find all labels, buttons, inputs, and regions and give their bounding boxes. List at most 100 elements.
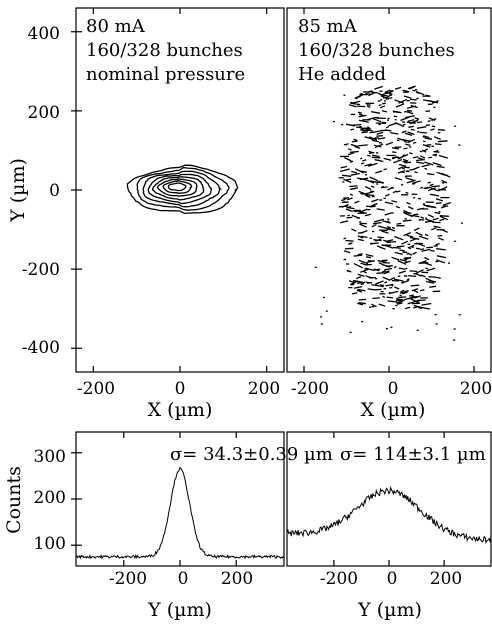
contour-segment — [357, 253, 363, 256]
contour-segment — [410, 128, 415, 131]
contour-segment — [389, 90, 394, 93]
contour-segment — [429, 193, 440, 197]
contour-segment — [391, 147, 400, 150]
contour-segment — [354, 97, 358, 100]
contour-segment — [353, 138, 358, 142]
contour-segment — [392, 151, 397, 154]
contour-segment — [364, 213, 372, 217]
contour-segment — [440, 205, 447, 209]
contour-segment — [366, 260, 375, 264]
contour-segment — [408, 274, 417, 278]
x-tick-label: 200 — [430, 569, 462, 589]
contour-segment — [402, 158, 409, 162]
contour-segment — [403, 110, 407, 113]
contour-segment — [438, 237, 445, 241]
contour-segment — [398, 267, 406, 270]
contour-segment — [348, 280, 355, 284]
contour-segment — [383, 168, 388, 171]
contour-segment — [434, 154, 437, 157]
contour-segment — [360, 170, 368, 173]
panel-bottom-left: σ= 34.3±0.39 µm 300 200 100 -200 0 200 Y… — [3, 431, 333, 621]
contour-segment — [407, 300, 418, 305]
contour-segment — [428, 156, 433, 159]
contour-segment — [348, 104, 357, 108]
contour-segment — [430, 249, 435, 252]
contour-segment — [411, 288, 419, 292]
contour-segment — [380, 105, 386, 109]
contour-segment — [417, 157, 424, 161]
contour-segment — [412, 180, 421, 184]
contour-segment — [421, 163, 430, 168]
contour-segment — [415, 91, 420, 94]
contour-segment — [359, 208, 368, 213]
contour-segment — [427, 214, 435, 218]
contour-segment — [388, 122, 398, 127]
contour-segment — [370, 185, 375, 188]
contour-segment — [410, 98, 417, 101]
contour-segment — [358, 298, 367, 301]
contour-segment — [355, 94, 364, 99]
contour-segment — [425, 277, 435, 283]
contour-segment — [410, 296, 416, 300]
contour-segment — [416, 121, 423, 124]
contour-segment — [387, 300, 397, 303]
contour-segment — [385, 125, 390, 129]
contour-segment — [424, 256, 430, 261]
contour-segment — [391, 256, 400, 261]
x-tick-label: -200 — [291, 379, 329, 399]
contour-segment — [353, 263, 363, 269]
contour-segment — [413, 227, 420, 232]
contour-segment — [393, 158, 403, 164]
contour-segment — [404, 306, 411, 310]
contour-segment — [359, 268, 369, 273]
contour-segment — [369, 190, 375, 193]
contour-segment — [384, 201, 394, 205]
contour-segment — [409, 214, 420, 218]
annotation-bunches: 160/328 bunches — [298, 40, 455, 61]
contour-segment — [393, 278, 404, 282]
contour-segment — [360, 127, 371, 130]
contour-segment — [354, 145, 361, 149]
contour-segment — [374, 85, 383, 90]
contour-segment — [414, 171, 418, 174]
x-axis-label: Y (µm) — [357, 599, 422, 621]
contour-segment — [359, 125, 363, 128]
contour-segment — [384, 281, 388, 284]
annotation-bunches: 160/328 bunches — [86, 40, 243, 61]
contour-segment — [427, 187, 436, 192]
contour-segment — [357, 111, 363, 114]
contour-segment — [401, 167, 405, 170]
contour-segment — [371, 139, 379, 143]
contour-segment — [381, 263, 391, 268]
contour-segment — [412, 141, 417, 144]
contour-segment — [418, 306, 423, 310]
contour-segment — [394, 286, 400, 290]
contour-segment — [355, 276, 362, 280]
axis-ticks — [333, 432, 445, 566]
contour-segment — [412, 166, 420, 171]
contour-segment — [360, 235, 368, 239]
contour-segment — [368, 150, 374, 154]
contour-segment — [404, 161, 411, 164]
contour-segment — [390, 131, 399, 135]
contour-segment — [385, 141, 394, 146]
contour-segment — [383, 287, 387, 290]
contour-segment — [424, 220, 433, 223]
contour-segment — [425, 94, 431, 97]
contour-segment — [365, 267, 375, 272]
contour-segment — [395, 103, 405, 108]
contour-segment — [364, 163, 372, 167]
contour-segment — [366, 194, 374, 197]
contour-segment — [403, 166, 410, 169]
contour-segment — [362, 263, 368, 266]
contour-segment — [343, 178, 352, 184]
contour-segment — [421, 248, 431, 252]
contour-segment — [436, 276, 441, 280]
contour-segment — [357, 288, 366, 292]
x-axis-label: X (µm) — [148, 399, 213, 421]
contour-segment — [409, 152, 413, 155]
contour-segment — [376, 245, 386, 250]
contour-line — [142, 170, 222, 208]
contour-segment — [384, 270, 390, 274]
y-tick-label: 0 — [49, 181, 60, 201]
